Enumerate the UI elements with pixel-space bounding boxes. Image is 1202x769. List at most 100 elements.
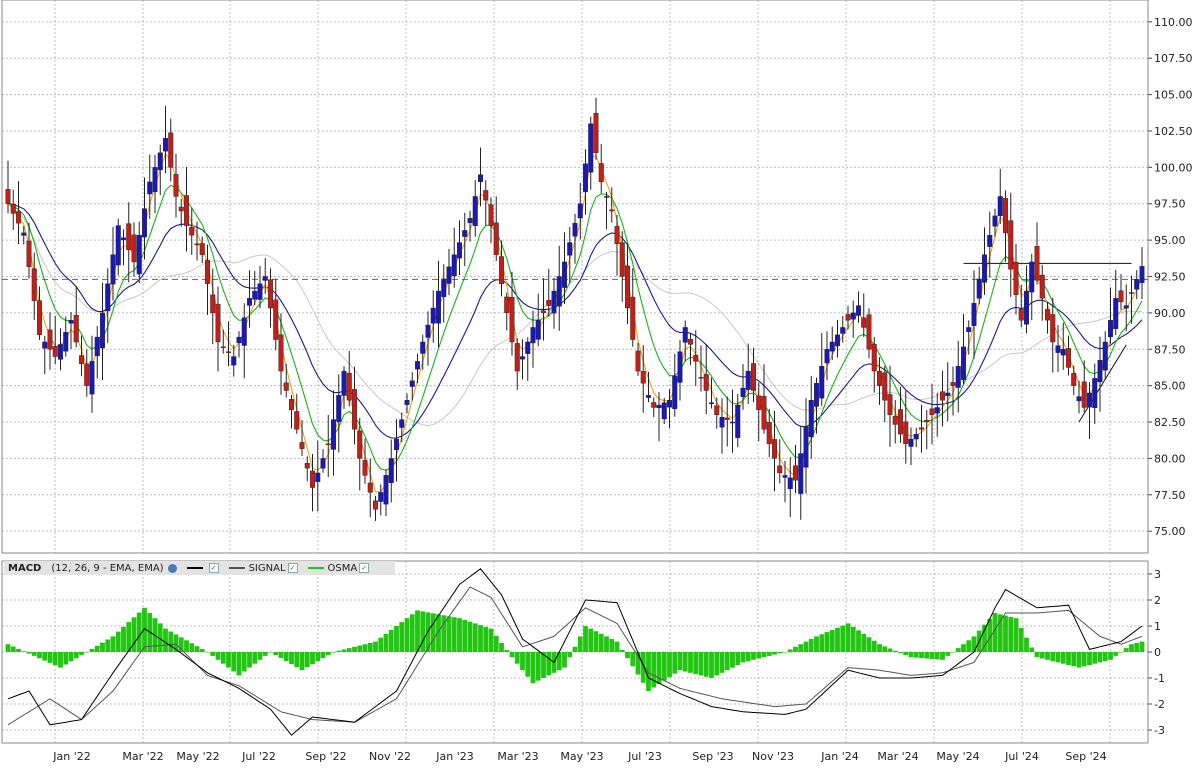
candle-body bbox=[331, 419, 337, 450]
osma-bar bbox=[126, 622, 132, 652]
candle-body bbox=[924, 419, 930, 423]
trend-line bbox=[1078, 344, 1127, 423]
candle-body bbox=[1039, 274, 1045, 299]
candle-body bbox=[997, 196, 1003, 216]
candle-body bbox=[26, 240, 32, 267]
osma-bar bbox=[194, 646, 200, 652]
osma-bar bbox=[1045, 652, 1050, 660]
osma-bar bbox=[719, 652, 725, 673]
osma-bar bbox=[766, 652, 772, 656]
osma-bar bbox=[462, 619, 468, 652]
macd-y-tick-label: 0 bbox=[1154, 646, 1161, 659]
candle-body bbox=[835, 334, 841, 347]
candle-body bbox=[829, 341, 835, 352]
candle-body bbox=[315, 472, 321, 482]
candle-body bbox=[131, 234, 137, 263]
osma-bar bbox=[908, 652, 914, 658]
osma-bar bbox=[782, 652, 788, 653]
x-tick-label: Nov '23 bbox=[752, 750, 794, 763]
osma-bar bbox=[58, 652, 63, 668]
osma-bar bbox=[121, 626, 126, 652]
osma-bar bbox=[1003, 615, 1008, 652]
candle-body bbox=[987, 235, 993, 247]
candle-body bbox=[567, 242, 573, 256]
osma-bar bbox=[205, 652, 210, 653]
candle-body bbox=[147, 181, 153, 195]
osma-bar bbox=[546, 652, 552, 676]
macd-legend-params: (12, 26, 9 - EMA, EMA) bbox=[51, 562, 164, 574]
candle-body bbox=[661, 402, 667, 420]
candle-body bbox=[682, 327, 688, 343]
osma-bar bbox=[504, 650, 510, 652]
candle-body bbox=[929, 408, 935, 415]
candle-body bbox=[199, 243, 205, 255]
macd-panel: 3 2 1 0 -1 -2 -3 Jan '22 Mar '22 May '22 Jul '22 Se… bbox=[1, 560, 1165, 763]
osma-bar bbox=[404, 618, 410, 652]
candle-body bbox=[1076, 396, 1082, 402]
x-tick-label: Jan '23 bbox=[435, 750, 473, 763]
candle-body bbox=[21, 232, 27, 236]
osma-bar bbox=[451, 617, 457, 652]
candle-body bbox=[341, 370, 347, 396]
candle-body bbox=[420, 341, 426, 354]
osma-bar bbox=[131, 617, 137, 652]
candle-body bbox=[782, 475, 788, 478]
candle-body bbox=[141, 208, 147, 238]
osma-bar bbox=[10, 646, 16, 652]
osma-bar bbox=[987, 618, 993, 652]
osma-bar bbox=[257, 652, 263, 660]
osma-bar bbox=[756, 652, 762, 659]
osma-bar bbox=[730, 652, 735, 668]
osma-bar bbox=[457, 618, 462, 652]
macd-check-icon[interactable]: ✓ bbox=[208, 563, 219, 573]
candle-body bbox=[530, 327, 536, 344]
osma-check-icon[interactable]: ✓ bbox=[359, 563, 370, 573]
osma-bar bbox=[850, 626, 856, 652]
osma-bar bbox=[530, 652, 536, 684]
osma-bar bbox=[924, 652, 930, 659]
macd-y-tick-label: -2 bbox=[1154, 698, 1165, 711]
candle-body bbox=[514, 343, 520, 372]
x-tick-label: Jul '23 bbox=[627, 750, 662, 763]
candle-body bbox=[409, 380, 415, 387]
osma-bar bbox=[593, 631, 599, 652]
candle-body bbox=[231, 356, 237, 366]
osma-bar bbox=[961, 644, 966, 652]
osma-bar bbox=[640, 652, 646, 683]
candle-body bbox=[1081, 381, 1087, 408]
macd-legend-name: MACD bbox=[8, 562, 42, 574]
candle-body bbox=[562, 261, 568, 288]
x-tick-label: May '22 bbox=[176, 750, 219, 763]
candle-body bbox=[509, 296, 515, 343]
x-tick-label: Sep '22 bbox=[305, 750, 346, 763]
osma-bar bbox=[1102, 652, 1108, 662]
candle-body bbox=[425, 324, 431, 338]
candle-body bbox=[745, 370, 751, 390]
candle-body bbox=[1034, 246, 1040, 281]
candle-body bbox=[31, 268, 37, 301]
osma-bar bbox=[31, 652, 37, 656]
osma-bar bbox=[73, 652, 79, 659]
osma-bar bbox=[430, 613, 436, 652]
osma-bar bbox=[824, 632, 830, 652]
osma-bar bbox=[819, 634, 825, 652]
osma-bar bbox=[115, 631, 121, 652]
macd-panel-border bbox=[1, 560, 1149, 744]
candle-body bbox=[630, 296, 636, 340]
osma-bar bbox=[37, 652, 42, 659]
osma-bar bbox=[1123, 648, 1129, 652]
signal-check-icon[interactable]: ✓ bbox=[287, 563, 298, 573]
osma-bar bbox=[840, 625, 846, 652]
candle-body bbox=[625, 265, 631, 309]
osma-bar bbox=[436, 614, 441, 652]
osma-bar bbox=[609, 639, 615, 652]
osma-bar bbox=[577, 636, 583, 652]
osma-bar bbox=[971, 636, 977, 652]
settings-icon[interactable] bbox=[167, 563, 177, 573]
osma-bar bbox=[625, 652, 630, 659]
osma-bar bbox=[94, 645, 100, 652]
candle-body bbox=[1123, 305, 1129, 309]
y-tick-label: 100.00 bbox=[1154, 161, 1193, 174]
osma-bar bbox=[63, 652, 69, 665]
osma-bar bbox=[26, 652, 32, 654]
